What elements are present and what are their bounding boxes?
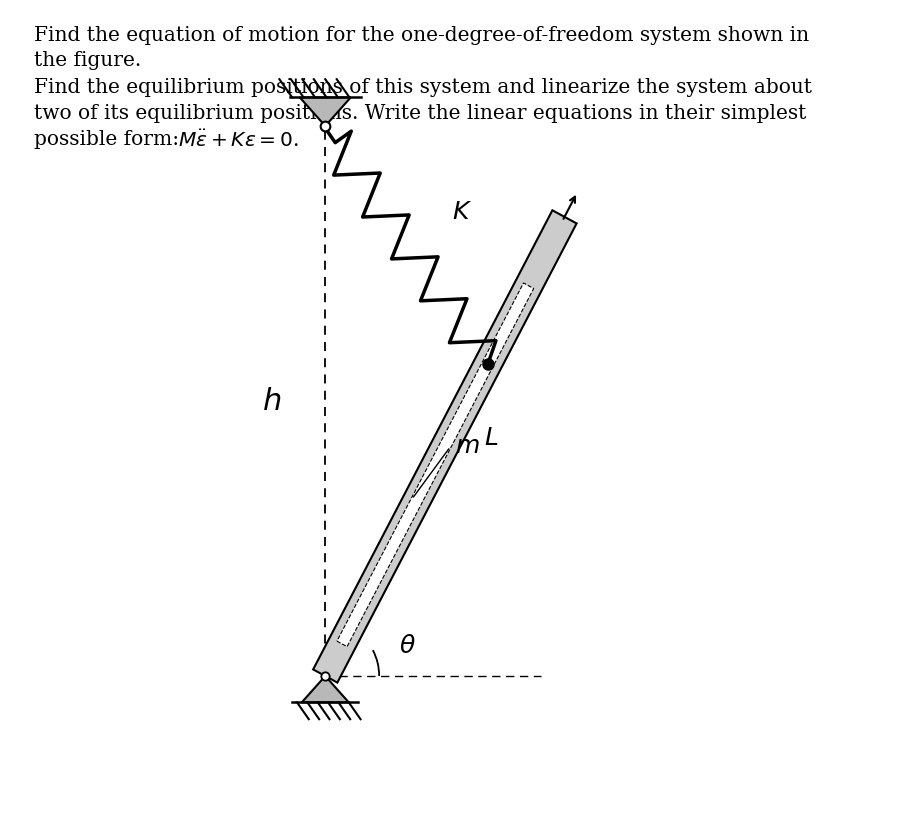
Text: $M\ddot{\varepsilon} + K\varepsilon = 0$.: $M\ddot{\varepsilon} + K\varepsilon = 0$… xyxy=(178,130,299,151)
Text: Find the equation of motion for the one-degree-of-freedom system shown in: Find the equation of motion for the one-… xyxy=(34,26,809,45)
Text: possible form:: possible form: xyxy=(34,130,192,149)
Text: Find the equilibrium positions of this system and linearize the system about: Find the equilibrium positions of this s… xyxy=(34,78,811,97)
Polygon shape xyxy=(300,97,350,126)
Text: $h$: $h$ xyxy=(261,385,280,416)
Text: the figure.: the figure. xyxy=(34,51,142,70)
Polygon shape xyxy=(336,283,533,646)
Polygon shape xyxy=(312,211,576,682)
Text: $m$: $m$ xyxy=(455,435,480,458)
Text: $\theta$: $\theta$ xyxy=(398,634,415,658)
Polygon shape xyxy=(301,676,348,703)
Text: $L$: $L$ xyxy=(483,427,498,450)
Text: two of its equilibrium positions. Write the linear equations in their simplest: two of its equilibrium positions. Write … xyxy=(34,104,806,123)
Text: $K$: $K$ xyxy=(451,201,471,224)
